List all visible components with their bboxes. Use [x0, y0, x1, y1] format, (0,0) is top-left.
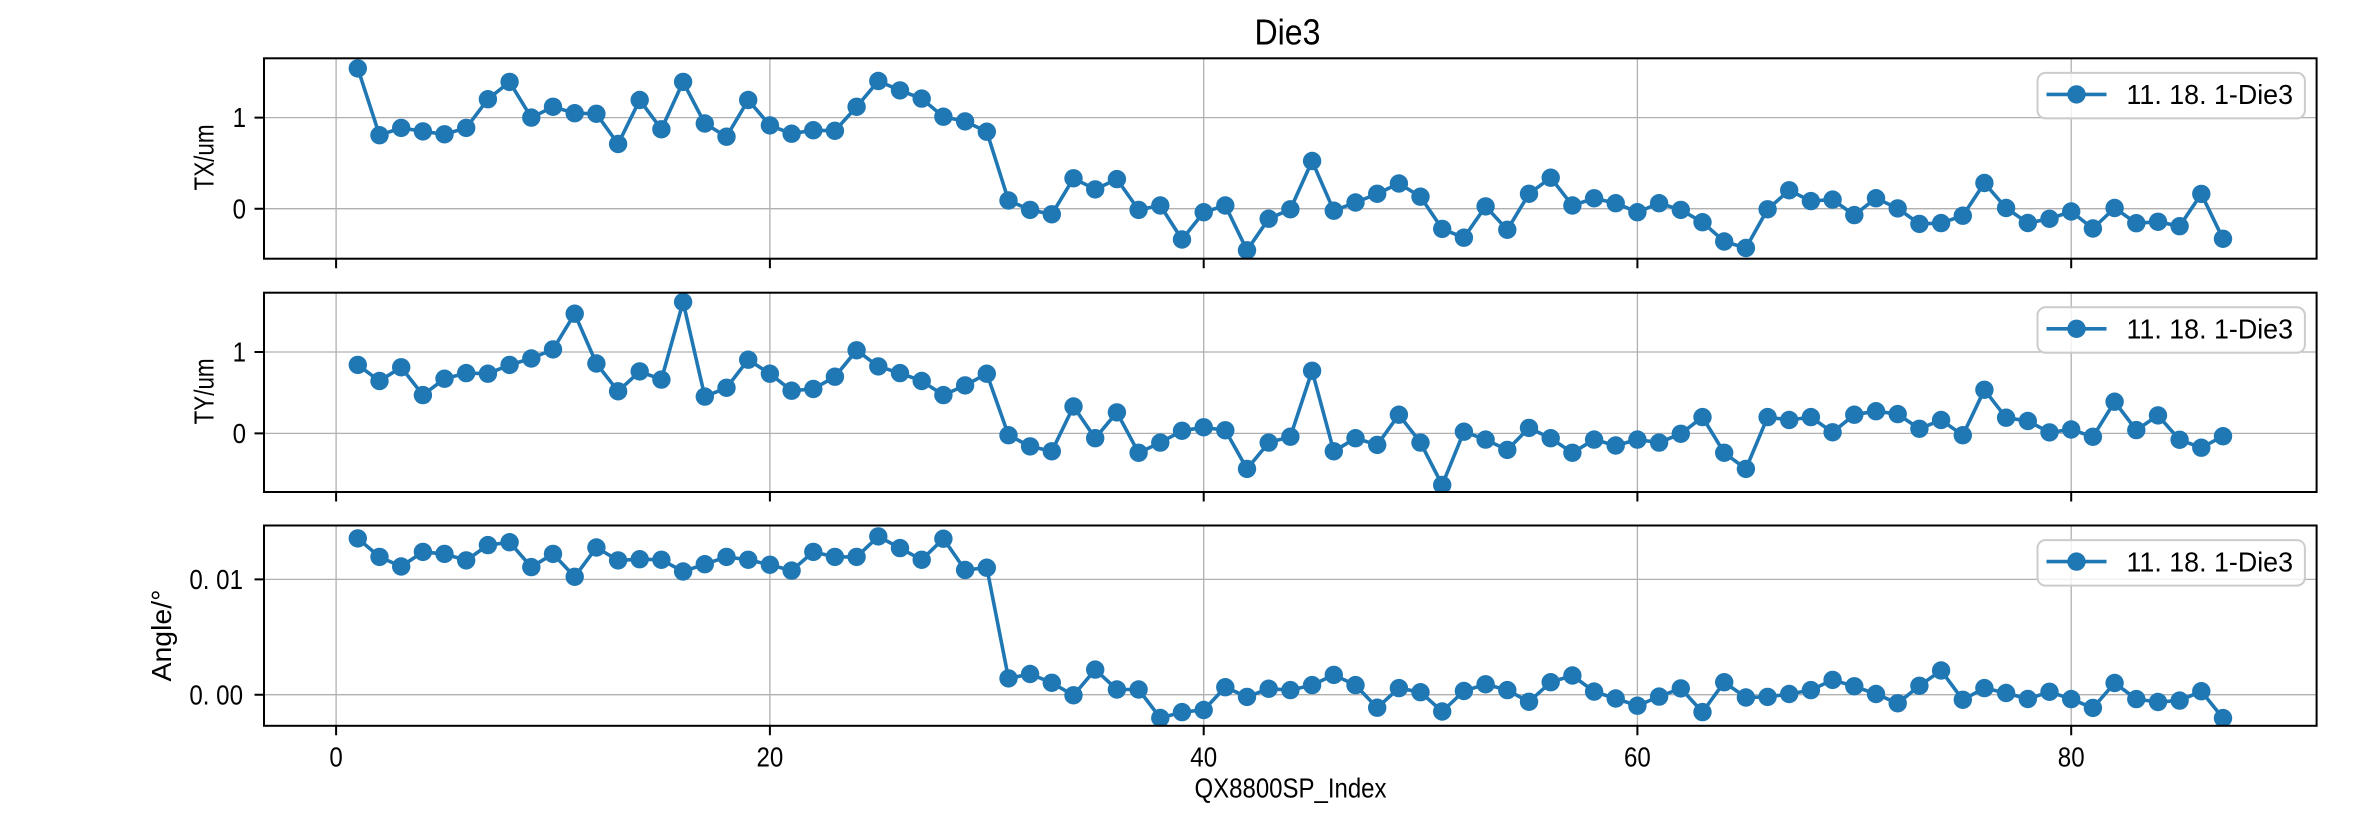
svg-text:Die3: Die3 — [1255, 11, 1321, 52]
svg-text:Angle/°: Angle/° — [146, 590, 177, 682]
svg-text:40: 40 — [1190, 742, 1217, 773]
svg-text:20: 20 — [757, 742, 784, 773]
svg-text:1: 1 — [233, 337, 246, 368]
svg-text:0. 00: 0. 00 — [189, 679, 243, 710]
svg-text:1: 1 — [233, 102, 246, 133]
svg-text:TX/um: TX/um — [189, 125, 220, 191]
svg-text:60: 60 — [1624, 742, 1651, 773]
svg-text:11. 18. 1-Die3: 11. 18. 1-Die3 — [2127, 546, 2294, 577]
svg-text:QX8800SP_Index: QX8800SP_Index — [1195, 772, 1387, 803]
svg-text:0: 0 — [233, 418, 246, 449]
svg-text:11. 18. 1-Die3: 11. 18. 1-Die3 — [2127, 314, 2294, 345]
svg-text:11. 18. 1-Die3: 11. 18. 1-Die3 — [2127, 79, 2294, 110]
svg-text:TY/um: TY/um — [189, 358, 220, 424]
svg-text:80: 80 — [2058, 742, 2085, 773]
svg-text:0: 0 — [329, 742, 342, 773]
svg-text:0. 01: 0. 01 — [189, 564, 243, 595]
svg-text:0: 0 — [233, 193, 246, 224]
